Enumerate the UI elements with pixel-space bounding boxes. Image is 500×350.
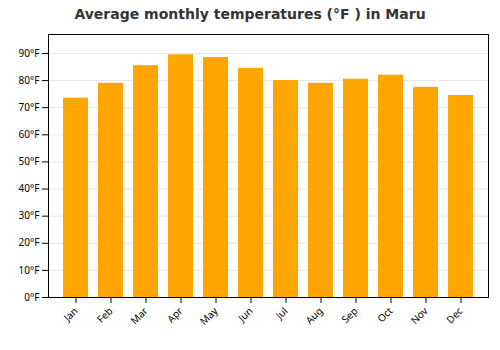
svg-text:80°F: 80°F (19, 73, 40, 87)
svg-text:60°F: 60°F (19, 127, 40, 141)
svg-text:Jun: Jun (234, 304, 255, 325)
svg-text:Jan: Jan (60, 304, 81, 325)
svg-text:May: May (196, 303, 221, 328)
svg-text:70°F: 70°F (19, 100, 40, 114)
svg-text:30°F: 30°F (19, 208, 40, 222)
svg-text:0°F: 0°F (24, 290, 39, 304)
svg-text:Oct: Oct (374, 304, 396, 326)
svg-text:50°F: 50°F (19, 154, 40, 168)
svg-text:Mar: Mar (127, 304, 150, 327)
svg-text:Dec: Dec (443, 304, 466, 327)
svg-text:Aug: Aug (302, 304, 325, 327)
svg-text:Nov: Nov (407, 303, 431, 327)
html-text:Average monthly temperatures (: Average monthly temperatures (°F ) in Ma… (74, 6, 426, 22)
svg-text:40°F: 40°F (19, 181, 40, 195)
svg-text:90°F: 90°F (19, 46, 40, 60)
svg-text:20°F: 20°F (19, 235, 40, 249)
svg-text:10°F: 10°F (19, 263, 40, 277)
svg-text:Jul: Jul (272, 304, 291, 323)
svg-text:Feb: Feb (93, 304, 115, 326)
svg-text:Sep: Sep (338, 304, 360, 326)
svg-text:Apr: Apr (164, 304, 186, 326)
